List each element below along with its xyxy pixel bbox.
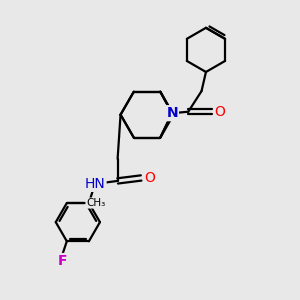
Text: O: O [144, 171, 155, 185]
Text: O: O [214, 105, 226, 119]
Text: CH₃: CH₃ [86, 198, 105, 208]
Text: N: N [166, 106, 178, 120]
Text: HN: HN [85, 177, 105, 191]
Text: HN: HN [85, 177, 105, 191]
Text: F: F [58, 254, 67, 268]
